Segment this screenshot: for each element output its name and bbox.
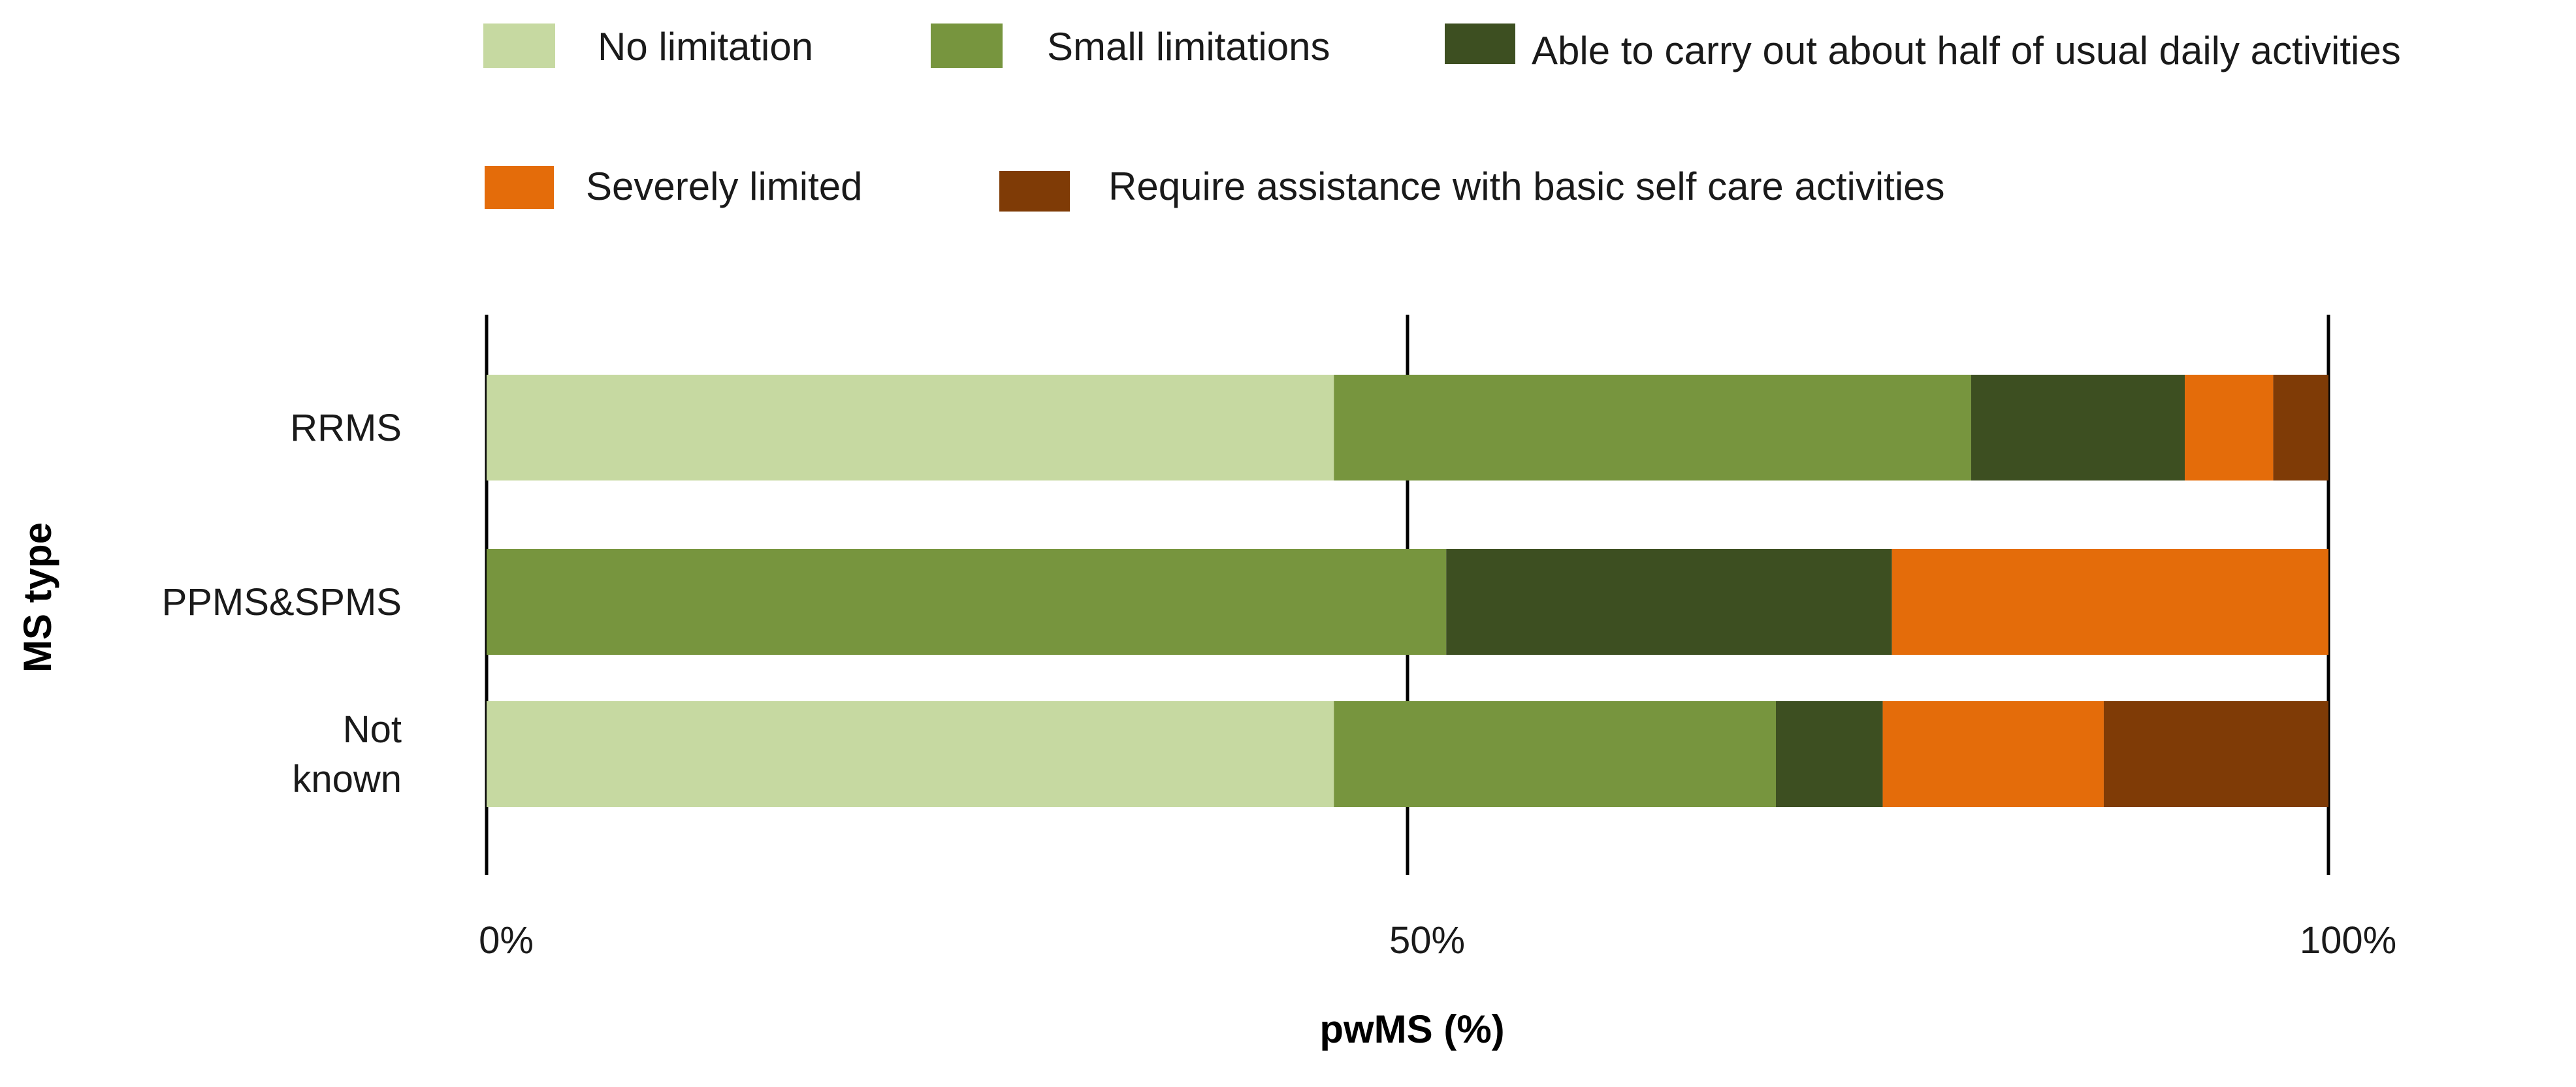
x-tick-label-1: 0% <box>479 919 534 962</box>
bar-rrms-series-5 <box>2273 375 2328 480</box>
x-tick-label-2: 50% <box>1389 919 1465 962</box>
bar-rrms-series-3 <box>1971 375 2185 480</box>
legend-swatch-series-3 <box>1445 24 1515 64</box>
bar-rrms-series-4 <box>2185 375 2274 480</box>
bar-ppms-spms-series-3 <box>1446 549 1892 655</box>
bar-ppms-spms-series-2 <box>487 549 1447 655</box>
legend: No limitation Small limitations Able to ca… <box>483 24 2401 212</box>
bar-not-known-series-3 <box>1776 701 1883 807</box>
bar-not-known-series-5 <box>2103 701 2328 807</box>
legend-swatch-series-4 <box>485 166 554 209</box>
legend-label-series-5: Require assistance with basic self care … <box>1108 165 1945 208</box>
x-tick-label-3: 100% <box>2300 919 2396 962</box>
legend-swatch-series-2 <box>931 24 1003 68</box>
category-label-ppms-spms: PPMS&SPMS <box>162 581 402 623</box>
category-labels: RRMS PPMS&SPMS Not known <box>162 407 402 800</box>
x-axis-title: pwMS (%) <box>1319 1007 1504 1051</box>
category-label-rrms: RRMS <box>290 407 402 449</box>
legend-label-series-4: Severely limited <box>586 165 863 208</box>
bar-not-known-series-1 <box>487 701 1334 807</box>
legend-swatch-series-1 <box>483 24 555 68</box>
bar-rrms-series-1 <box>487 375 1334 480</box>
bar-not-known-series-2 <box>1334 701 1776 807</box>
category-label-not-known-line-1: Not <box>343 708 402 751</box>
bar-ppms-spms-series-4 <box>1892 549 2328 655</box>
bar-not-known-series-4 <box>1882 701 2104 807</box>
legend-label-series-3: Able to carry out about half of usual da… <box>1532 29 2401 72</box>
bars <box>487 375 2328 807</box>
legend-label-series-2: Small limitations <box>1047 25 1330 69</box>
bar-rrms-series-2 <box>1334 375 1971 480</box>
y-axis-title: MS type <box>16 522 59 672</box>
category-label-not-known-line-2: known <box>292 758 402 800</box>
legend-label-series-1: No limitation <box>598 25 813 69</box>
x-tick-labels: 0% 50% 100% <box>479 919 2396 962</box>
legend-swatch-series-5 <box>999 171 1070 212</box>
